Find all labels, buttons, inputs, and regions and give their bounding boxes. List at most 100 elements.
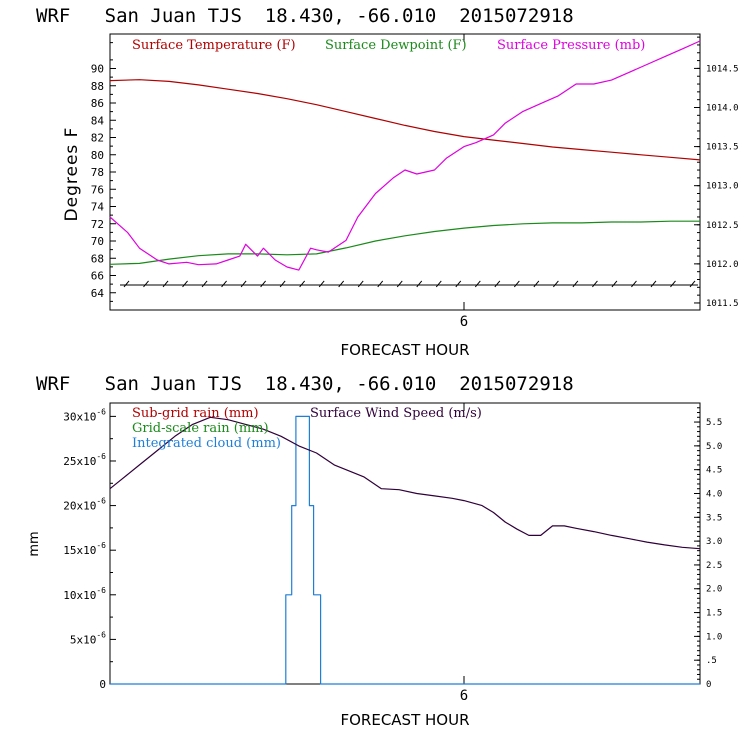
top-series-group xyxy=(109,40,701,271)
left-tick-label: 80 xyxy=(91,149,104,162)
top-plot-frame xyxy=(109,33,701,311)
top-chart-panel: WRF San Juan TJS 18.430, -66.010 2015072… xyxy=(36,5,739,359)
left-tick-label: 90 xyxy=(91,63,104,76)
wind-barb xyxy=(533,280,540,288)
wind-barb xyxy=(338,280,345,288)
wind-barb xyxy=(123,280,130,288)
wind-barb xyxy=(357,280,364,288)
bottom-y-axis-label: mm xyxy=(27,531,42,556)
left-tick-label: 78 xyxy=(91,166,104,179)
left-tick-label: 25x10-6 xyxy=(63,452,106,468)
wind-barb xyxy=(455,280,462,288)
bottom-chart-panel: WRF San Juan TJS 18.430, -66.010 2015072… xyxy=(27,373,722,729)
right-tick-label: 2.0 xyxy=(706,585,722,595)
legend-surface-pressure: Surface Pressure (mb) xyxy=(497,38,645,53)
series-line-cloud xyxy=(110,415,700,685)
wind-barb xyxy=(494,280,501,288)
left-tick-label: 5x10-6 xyxy=(70,630,106,646)
wind-barb xyxy=(611,280,618,288)
wind-barb xyxy=(435,280,442,288)
bottom-chart-title: WRF San Juan TJS 18.430, -66.010 2015072… xyxy=(36,373,574,395)
right-tick-label: 0 xyxy=(706,680,711,690)
wind-barb xyxy=(162,280,169,288)
right-tick-label: 1.0 xyxy=(706,632,722,642)
bottom-x-ticks: 6 xyxy=(460,403,468,704)
left-tick-label: 70 xyxy=(91,235,104,248)
wind-barb xyxy=(377,280,384,288)
wind-barb xyxy=(416,280,423,288)
right-tick-label: 4.5 xyxy=(706,466,722,476)
right-tick-label: 1011.5 xyxy=(706,299,739,309)
top-right-ticks: 1011.5 1012.0 1012.5 1013.0 1013.5 1014.0 1014… xyxy=(694,36,739,309)
right-tick-label: 1014.5 xyxy=(706,64,739,74)
right-tick-label: 1012.0 xyxy=(706,260,739,270)
wind-barb xyxy=(650,280,657,288)
wind-barb xyxy=(299,280,306,288)
top-chart-title: WRF San Juan TJS 18.430, -66.010 2015072… xyxy=(36,5,574,27)
wind-barb xyxy=(221,280,227,288)
right-tick-label: 5.5 xyxy=(706,418,722,428)
wind-barb xyxy=(513,280,520,288)
wind-barb xyxy=(318,280,325,288)
left-tick-label: 0 xyxy=(99,678,106,691)
wind-barb xyxy=(182,280,188,288)
wind-barb xyxy=(572,280,579,288)
wind-barb xyxy=(396,280,403,288)
left-tick-label: 86 xyxy=(91,97,104,110)
left-tick-label: 76 xyxy=(91,183,104,196)
left-tick-label: 10x10-6 xyxy=(63,586,106,602)
wind-barb xyxy=(143,280,149,288)
legend-surface-temperature: Surface Temperature (F) xyxy=(132,38,296,53)
legend-integrated-cloud: Integrated cloud (mm) xyxy=(132,436,281,451)
bottom-right-ticks: 0 .5 1.0 1.5 2.0 2.5 3.0 3.5 4.0 4.5 5.0 5.5 xyxy=(694,402,722,690)
left-tick-label: 82 xyxy=(91,132,104,145)
wind-barb xyxy=(260,280,267,288)
bottom-x-axis-label: FORECAST HOUR xyxy=(340,711,469,729)
x-tick-label: 6 xyxy=(460,314,468,330)
right-tick-label: 3.5 xyxy=(706,513,722,523)
series-line-wind xyxy=(109,416,701,550)
left-tick-label: 30x10-6 xyxy=(63,407,106,423)
series-line-pressure xyxy=(109,40,701,271)
legend-subgrid-rain: Sub-grid rain (mm) xyxy=(132,406,259,421)
bottom-series-group xyxy=(109,415,701,685)
wind-barb xyxy=(474,280,481,288)
wind-barb xyxy=(279,280,286,288)
wind-barb xyxy=(240,280,247,288)
x-tick-label: 6 xyxy=(460,688,468,704)
series-line-temperature xyxy=(109,79,701,161)
left-tick-label: 15x10-6 xyxy=(63,541,106,557)
left-tick-label: 68 xyxy=(91,252,104,265)
right-tick-label: 1012.5 xyxy=(706,221,739,231)
left-tick-label: 72 xyxy=(91,218,104,231)
legend-surface-wind-speed: Surface Wind Speed (m/s) xyxy=(310,406,482,421)
top-x-ticks: 6 xyxy=(460,34,468,330)
right-tick-label: 1013.0 xyxy=(706,182,739,192)
legend-surface-dewpoint: Surface Dewpoint (F) xyxy=(325,38,467,53)
left-tick-label: 20x10-6 xyxy=(63,497,106,513)
wind-barb xyxy=(552,280,559,288)
legend-gridscale-rain: Grid-scale rain (mm) xyxy=(132,421,269,436)
left-tick-label: 88 xyxy=(91,80,104,93)
wind-barb xyxy=(201,280,208,288)
right-tick-label: 1014.0 xyxy=(706,103,739,113)
right-tick-label: 5.0 xyxy=(706,442,722,452)
bottom-left-ticks: 0 5x10-6 10x10-6 15x10-6 20x10-6 25x10-6 30x10… xyxy=(63,407,116,691)
wind-barb xyxy=(670,280,676,288)
right-tick-label: 2.5 xyxy=(706,561,722,571)
top-left-ticks: 64 66 68 70 72 74 76 78 80 82 84 86 88 90 xyxy=(91,42,116,302)
right-tick-label: 4.0 xyxy=(706,489,722,499)
series-line-dewpoint xyxy=(109,220,700,265)
right-tick-label: 1013.5 xyxy=(706,143,739,153)
right-tick-label: .5 xyxy=(706,656,717,666)
top-y-axis-label: Degrees F xyxy=(62,127,82,222)
wind-barb xyxy=(631,280,637,288)
top-x-axis-label: FORECAST HOUR xyxy=(340,341,469,359)
left-tick-label: 74 xyxy=(91,201,105,214)
right-tick-label: 1.5 xyxy=(706,609,722,619)
left-tick-label: 66 xyxy=(91,270,104,283)
wind-barb xyxy=(592,280,598,288)
right-tick-label: 3.0 xyxy=(706,537,722,547)
wind-barbs xyxy=(120,280,698,288)
